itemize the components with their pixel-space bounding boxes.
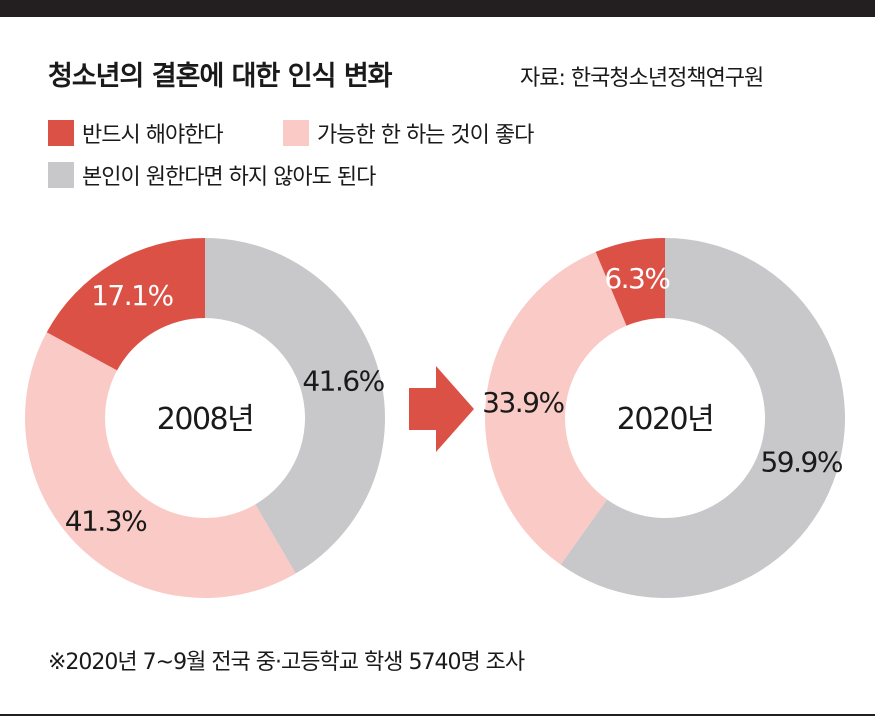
donut-1-slice-better bbox=[24, 332, 296, 598]
legend-swatch-better bbox=[283, 120, 309, 146]
donut-1-center-label: 2008년 bbox=[157, 402, 253, 437]
donut-2-label-better: 33.9% bbox=[482, 386, 564, 419]
donut-2-slice-must bbox=[595, 238, 665, 326]
legend-label-optional: 본인이 원한다면 하지 않아도 된다 bbox=[82, 165, 376, 190]
chart-title: 청소년의 결혼에 대한 인식 변화 bbox=[48, 61, 393, 92]
top-bar bbox=[0, 0, 875, 17]
donut-1-label-better: 41.3% bbox=[65, 505, 147, 538]
bottom-rule bbox=[0, 714, 875, 716]
legend-label-better: 가능한 한 하는 것이 좋다 bbox=[317, 123, 534, 148]
legend-swatch-must bbox=[48, 120, 74, 146]
donut-2-center-label: 2020년 bbox=[617, 402, 713, 437]
legend-item-optional: 본인이 원한다면 하지 않아도 된다 bbox=[48, 159, 376, 191]
footnote: ※2020년 7~9월 전국 중·고등학교 학생 5740명 조사 bbox=[48, 650, 525, 675]
donut-2-label-must: 6.3% bbox=[604, 262, 670, 295]
legend-label-must: 반드시 해야한다 bbox=[82, 123, 224, 148]
right-arrow-icon bbox=[409, 366, 474, 452]
donut-2-label-optional: 59.9% bbox=[760, 446, 842, 479]
donut-2-slice-better bbox=[484, 251, 627, 565]
legend-item-better: 가능한 한 하는 것이 좋다 bbox=[283, 117, 534, 149]
legend-item-must: 반드시 해야한다 bbox=[48, 117, 224, 149]
legend-swatch-optional bbox=[48, 162, 74, 188]
source-note: 자료: 한국청소년정책연구원 bbox=[520, 66, 764, 91]
donut-1-slice-optional bbox=[205, 238, 386, 574]
donut-1-slice-must bbox=[46, 238, 205, 371]
donut-1-label-optional: 41.6% bbox=[302, 365, 384, 398]
donut-1-label-must: 17.1% bbox=[91, 279, 173, 312]
donut-2-slice-optional bbox=[560, 238, 845, 598]
